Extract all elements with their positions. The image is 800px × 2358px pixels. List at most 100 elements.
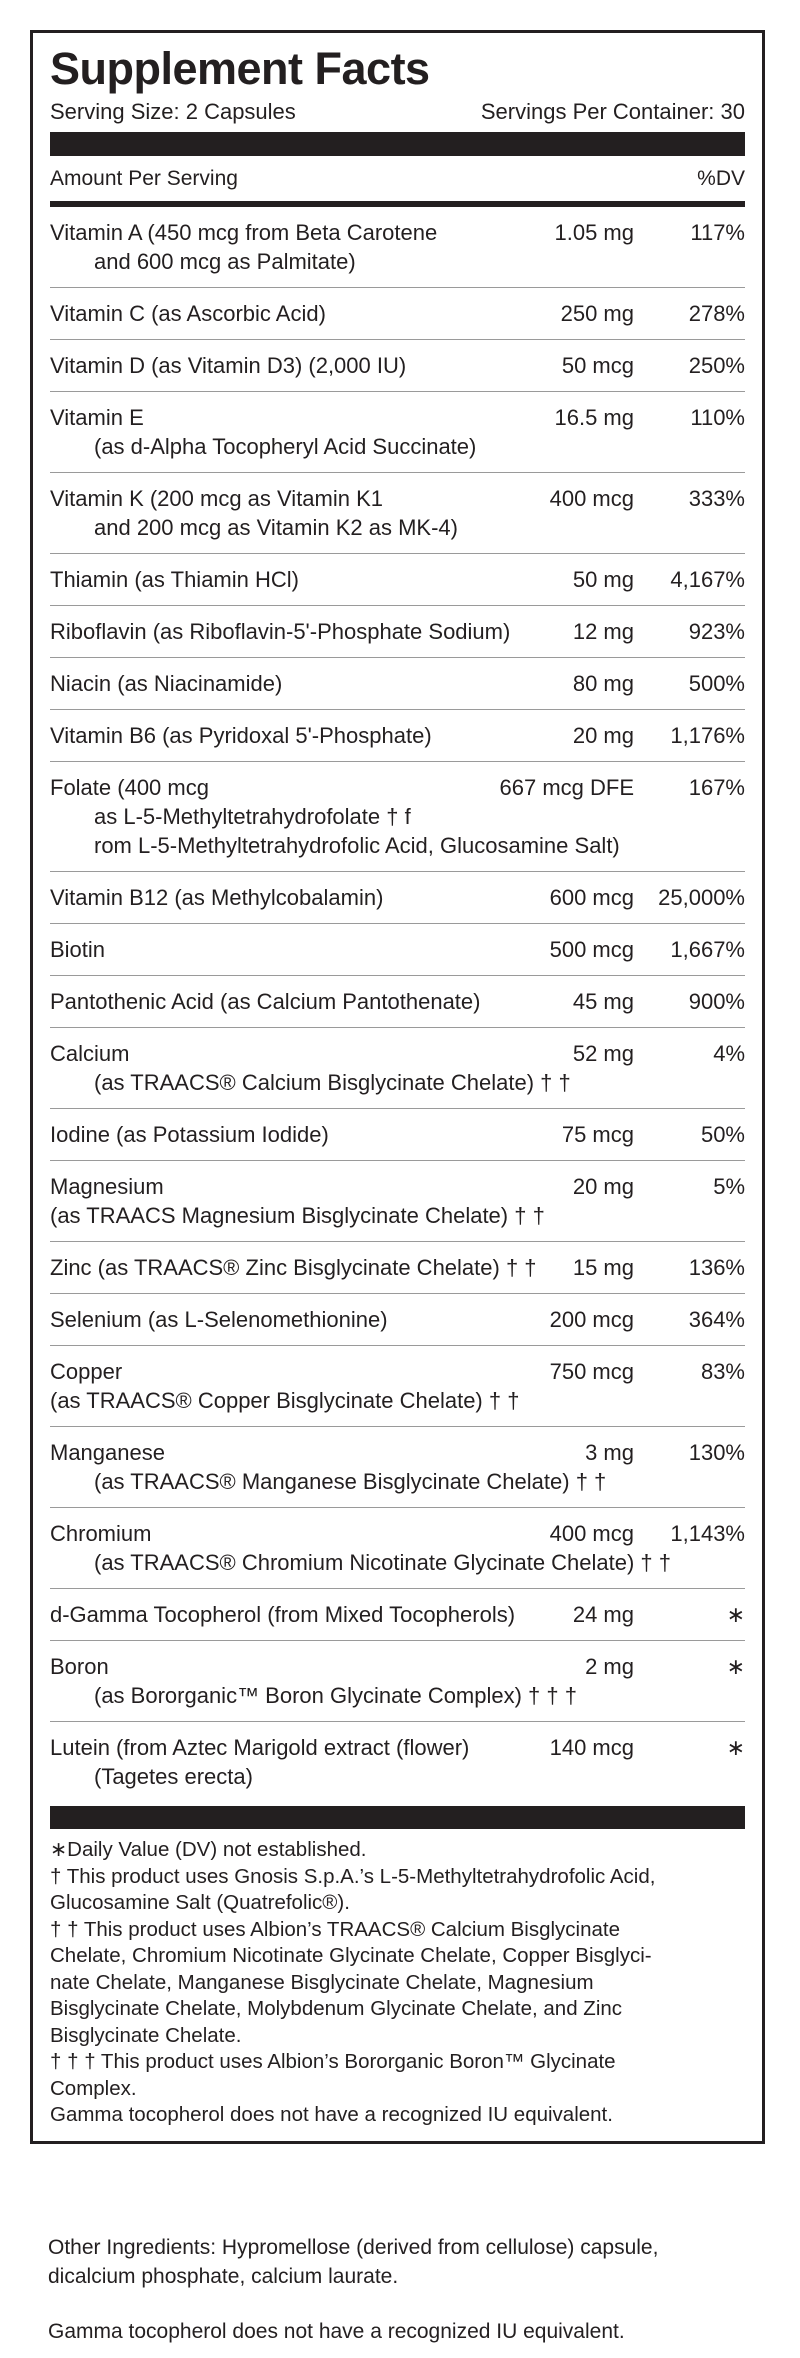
supplement-facts-panel: Supplement Facts Serving Size: 2 Capsule… (30, 30, 765, 2144)
nutrient-name: (as TRAACS® Copper Bisglycinate Chelate)… (50, 1388, 520, 1413)
daily-value: 923% (688, 619, 745, 644)
column-header: Amount Per Serving %DV (50, 156, 745, 207)
nutrient-name: rom L-5-Methyltetrahydrofolic Acid, Gluc… (94, 833, 620, 858)
amount: 52 mg (572, 1041, 634, 1066)
nutrient-row: Chromium (as TRAACS® Chromium Nicotinate … (50, 1508, 745, 1589)
nutrient-name: Manganese (50, 1440, 165, 1465)
amount: 500 mcg (549, 937, 634, 962)
daily-value: 278% (688, 301, 745, 326)
servings-per-container: Servings Per Container: 30 (480, 99, 745, 124)
footnote-line: Bisglycinate Chelate. (50, 2023, 242, 2047)
nutrient-row: Vitamin A (450 mcg from Beta Carotene and… (50, 207, 745, 288)
nutrient-row: Vitamin K (200 mcg as Vitamin K1 and 200 … (50, 473, 745, 554)
nutrient-name: Vitamin B6 (as Pyridoxal 5'-Phosphate) (50, 723, 432, 748)
amount: 400 mcg (549, 1521, 634, 1546)
amount: 1.05 mg (554, 220, 635, 245)
nutrient-name: (as Bororganic™ Boron Glycinate Complex)… (94, 1683, 577, 1708)
daily-value: ∗ (726, 1735, 745, 1760)
daily-value: 364% (688, 1307, 745, 1332)
nutrient-row: Riboflavin (as Riboflavin-5'-Phosphate S… (50, 606, 745, 658)
nutrient-row: Vitamin C (as Ascorbic Acid) 250 mg 278% (50, 288, 745, 340)
footnote-line: Complex. (50, 2076, 137, 2100)
other-ingredients-line: Other Ingredients: Hypromellose (derived… (48, 2236, 659, 2259)
daily-value: 110% (690, 405, 745, 430)
amount: 50 mg (572, 567, 634, 592)
serving-size: Serving Size: 2 Capsules (50, 99, 296, 124)
nutrient-row: Niacin (as Niacinamide) 80 mg 500% (50, 658, 745, 710)
nutrient-name: Vitamin E (50, 405, 144, 430)
daily-value: 25,000% (658, 885, 745, 910)
nutrient-name: Niacin (as Niacinamide) (50, 671, 283, 696)
nutrient-name: Zinc (as TRAACS® Zinc Bisglycinate Chela… (50, 1255, 537, 1280)
other-ingredients-line: dicalcium phosphate, calcium laurate. (48, 2265, 399, 2288)
daily-value: ∗ (726, 1602, 745, 1627)
divider-bar (50, 1806, 745, 1829)
dv-header: %DV (697, 167, 745, 190)
nutrient-row: Calcium (as TRAACS® Calcium Bisglycinate … (50, 1028, 745, 1109)
nutrient-name: and 600 mcg as Palmitate) (94, 249, 356, 274)
daily-value: 500% (688, 671, 745, 696)
nutrient-name: Iodine (as Potassium Iodide) (50, 1122, 329, 1147)
nutrient-row: Zinc (as TRAACS® Zinc Bisglycinate Chela… (50, 1242, 745, 1294)
daily-value: 250% (688, 353, 745, 378)
daily-value: 5% (713, 1174, 745, 1199)
nutrient-name: Copper (50, 1359, 123, 1384)
daily-value: 167% (688, 775, 745, 800)
daily-value: 1,176% (670, 723, 745, 748)
nutrient-row: Pantothenic Acid (as Calcium Pantothenat… (50, 976, 745, 1028)
footnote-line: ∗Daily Value (DV) not established. (50, 1838, 367, 1861)
divider-bar (50, 132, 745, 156)
nutrient-row: Boron (as Bororganic™ Boron Glycinate Com… (50, 1641, 745, 1722)
footnote-line: † † † This product uses Albion’s Bororga… (50, 2050, 616, 2073)
nutrient-name: and 200 mcg as Vitamin K2 as MK-4) (94, 515, 458, 540)
amount: 45 mg (572, 989, 634, 1014)
nutrient-row: Magnesium (as TRAACS Magnesium Bisglycina… (50, 1161, 745, 1242)
nutrient-name: Calcium (50, 1041, 130, 1066)
nutrient-name: (as TRAACS® Calcium Bisglycinate Chelate… (94, 1070, 571, 1095)
nutrient-row: Copper (as TRAACS® Copper Bisglycinate Ch… (50, 1346, 745, 1427)
nutrient-row: Biotin 500 mcg 1,667% (50, 924, 745, 976)
footnote-line: Gamma tocopherol does not have a recogni… (50, 2103, 613, 2126)
amount: 20 mg (572, 1174, 634, 1199)
nutrient-name: (as d-Alpha Tocopheryl Acid Succinate) (94, 434, 477, 459)
daily-value: 1,143% (670, 1521, 745, 1546)
amount: 400 mcg (549, 486, 634, 511)
nutrient-row: Vitamin E (as d-Alpha Tocopheryl Acid Suc… (50, 392, 745, 473)
amount: 50 mcg (561, 353, 634, 378)
nutrient-name: Vitamin K (200 mcg as Vitamin K1 (50, 486, 384, 511)
nutrient-name: Pantothenic Acid (as Calcium Pantothenat… (50, 989, 481, 1014)
nutrient-name: Vitamin D (as Vitamin D3) (2,000 IU) (50, 353, 407, 378)
nutrient-name: (as TRAACS® Chromium Nicotinate Glycinat… (94, 1550, 672, 1575)
amount: 80 mg (572, 671, 634, 696)
nutrient-name: Thiamin (as Thiamin HCl) (50, 567, 299, 592)
nutrient-row: Vitamin B12 (as Methylcobalamin) 600 mcg 2… (50, 872, 745, 924)
daily-value: 83% (700, 1359, 745, 1384)
footnote-line: nate Chelate, Manganese Bisglycinate Che… (50, 1970, 594, 1994)
amount: 15 mg (572, 1255, 634, 1280)
nutrient-name: (as TRAACS Magnesium Bisglycinate Chelat… (50, 1203, 545, 1228)
daily-value: 333% (688, 486, 745, 511)
footnote-line: Glucosamine Salt (Quatrefolic®). (50, 1891, 350, 1914)
amount: 75 mcg (561, 1122, 634, 1147)
footnote-line: † † This product uses Albion’s TRAACS® C… (50, 1917, 621, 1941)
nutrient-row: d-Gamma Tocopherol (from Mixed Tocophero… (50, 1589, 745, 1641)
daily-value: 900% (688, 989, 745, 1014)
nutrient-row: Selenium (as L-Selenomethionine) 200 mcg 3… (50, 1294, 745, 1346)
nutrient-name: Vitamin A (450 mcg from Beta Carotene (50, 220, 438, 245)
amount: 600 mcg (549, 885, 634, 910)
footnote-line: Bisglycinate Chelate, Molybdenum Glycina… (50, 1997, 623, 2020)
daily-value: 130% (688, 1440, 745, 1465)
note: Gamma tocopherol does not have a recogni… (48, 2320, 625, 2343)
nutrient-name: Folate (400 mcg (50, 775, 209, 800)
amount: 250 mg (560, 301, 634, 326)
amount: 750 mcg (549, 1359, 634, 1384)
footnotes: ∗Daily Value (DV) not established. † This… (50, 1829, 745, 2129)
amount-header: Amount Per Serving (50, 167, 238, 190)
amount: 2 mg (585, 1654, 634, 1679)
nutrient-rows: Vitamin A (450 mcg from Beta Carotene and… (50, 207, 745, 1802)
nutrient-name: Selenium (as L-Selenomethionine) (50, 1307, 388, 1332)
nutrient-row: Lutein (from Aztec Marigold extract (flo… (50, 1722, 745, 1802)
amount: 24 mg (572, 1602, 634, 1627)
other-ingredients: Other Ingredients: Hypromellose (derived… (48, 2233, 658, 2291)
